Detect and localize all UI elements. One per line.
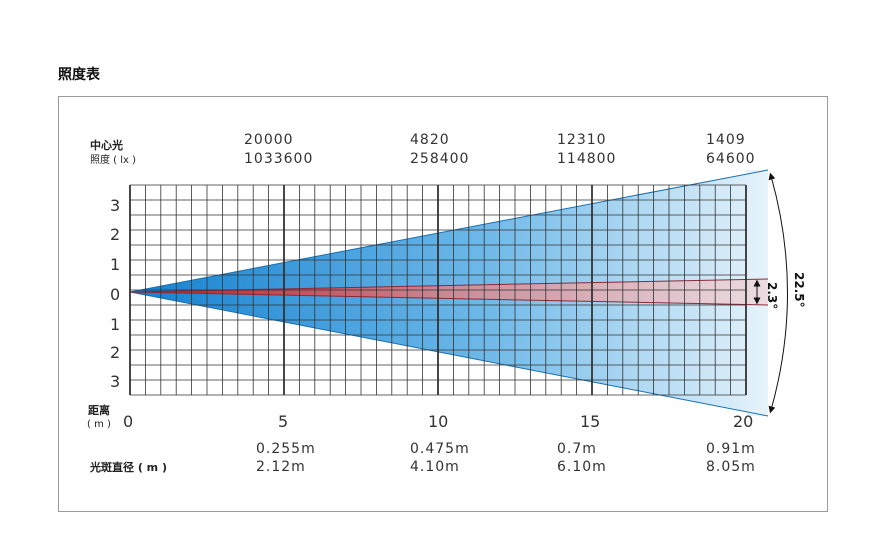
spot-wide-20: 8.05m	[706, 459, 756, 475]
narrow-beam	[130, 279, 768, 305]
lux-narrow-10: 4820	[410, 132, 450, 148]
x-tick-label: 15	[580, 412, 600, 431]
y-tick-label: 1	[110, 315, 120, 334]
center-illuminance-label-line1: 中心光	[90, 138, 123, 152]
narrow-beam-edge-bottom	[129, 291, 769, 306]
x-tick-label: 5	[278, 412, 288, 431]
distance-label-line1: 距离	[88, 403, 110, 417]
lux-wide-20: 64600	[706, 151, 756, 167]
y-tick-label: 3	[110, 372, 120, 391]
spot-wide-15: 6.10m	[557, 459, 607, 475]
center-illuminance-label-line2: 照度 ( lx )	[90, 153, 136, 166]
y-tick-label: 3	[110, 196, 120, 215]
x-tick-label: 20	[733, 412, 753, 431]
lux-narrow-5: 20000	[244, 132, 294, 148]
grid	[129, 184, 747, 396]
distance-label-line2: ( m )	[87, 419, 111, 430]
page-title: 照度表	[58, 67, 100, 83]
wide-angle-arc	[768, 172, 788, 414]
y-tick-label: 0	[110, 285, 120, 304]
wide-angle-label: 22.5°	[792, 272, 806, 308]
x-tick-label: 10	[428, 412, 448, 431]
spot-narrow-15: 0.7m	[557, 441, 597, 457]
lux-narrow-20: 1409	[706, 132, 746, 148]
lux-wide-5: 1033600	[244, 151, 313, 167]
lux-narrow-15: 12310	[557, 132, 607, 148]
lux-wide-10: 258400	[410, 151, 469, 167]
spot-diameter-label: 光斑直径 ( m )	[89, 460, 167, 474]
spot-narrow-10: 0.475m	[410, 441, 470, 457]
spot-narrow-5: 0.255m	[256, 441, 316, 457]
y-tick-label: 1	[110, 255, 120, 274]
y-tick-label: 2	[110, 225, 120, 244]
lux-wide-15: 114800	[557, 151, 616, 167]
y-tick-label: 2	[110, 343, 120, 362]
wide-beam-edge-top	[129, 169, 769, 293]
x-tick-label: 0	[123, 412, 133, 431]
spot-wide-10: 4.10m	[410, 459, 460, 475]
diagram-frame	[58, 96, 828, 512]
narrow-angle-label: 2.3°	[765, 282, 779, 309]
spot-narrow-20: 0.91m	[706, 441, 756, 457]
spot-wide-5: 2.12m	[256, 459, 306, 475]
